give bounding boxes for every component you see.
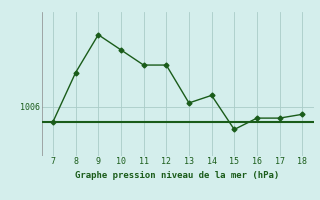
X-axis label: Graphe pression niveau de la mer (hPa): Graphe pression niveau de la mer (hPa) xyxy=(76,171,280,180)
